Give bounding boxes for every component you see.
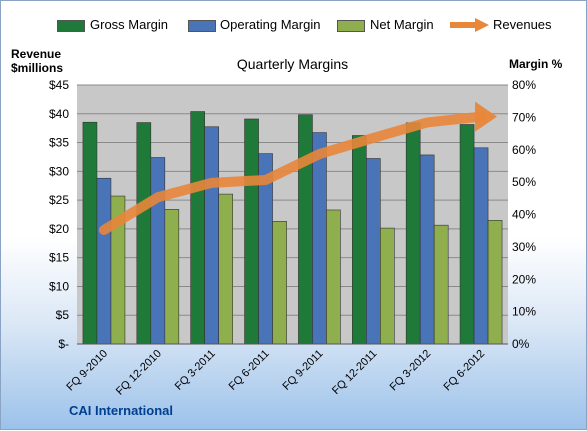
operating-margin-bar (419, 154, 435, 345)
net-margin-bar (326, 209, 341, 345)
gross-margin-bar (190, 111, 205, 345)
operating-margin-bar (96, 177, 112, 345)
gross-margin-bar (136, 122, 152, 345)
legend-arrow-revenues (450, 18, 489, 32)
left-tick-label: $45 (49, 78, 69, 92)
left-tick-label: $20 (49, 222, 69, 236)
legend-label-revenues: Revenues (493, 17, 552, 32)
legend-label-operating: Operating Margin (220, 17, 321, 32)
right-tick-label: 80% (512, 78, 536, 92)
left-axis-head: Revenue $millions (11, 47, 63, 75)
gross-margin-bar (244, 118, 259, 345)
category-label: FQ 9-2011 (280, 348, 325, 393)
legend: Gross Margin Operating Margin Net Margin… (1, 1, 587, 41)
legend-swatch-net (337, 20, 365, 32)
left-tick-label: $5 (56, 308, 70, 322)
category-label: FQ 9-2010 (64, 348, 110, 394)
left-tick-label: $25 (49, 193, 69, 207)
net-margin-bar (272, 220, 287, 345)
right-tick-label: 0% (512, 337, 530, 351)
gross-margin-bar (405, 122, 421, 345)
category-label: FQ 12-2011 (330, 348, 379, 397)
legend-label-gross: Gross Margin (90, 17, 169, 32)
revenues-arrowhead (475, 101, 498, 132)
right-tick-label: 60% (512, 143, 536, 157)
net-margin-bar (487, 220, 503, 345)
left-tick-label: $40 (49, 107, 69, 121)
left-tick-label: $15 (49, 251, 69, 265)
left-axis-head-line1: Revenue (11, 47, 62, 61)
net-margin-bar (433, 224, 449, 345)
net-margin-bar (218, 193, 233, 345)
category-label: FQ 6-2012 (442, 348, 488, 394)
gross-margin-bar (298, 114, 313, 345)
gross-margin-bar (459, 124, 475, 345)
operating-margin-bar (312, 132, 327, 345)
right-tick-label: 40% (512, 208, 536, 222)
left-axis-head-line2: $millions (11, 61, 64, 75)
legend-label-net: Net Margin (370, 17, 434, 32)
right-tick-label: 20% (512, 272, 536, 286)
category-label: FQ 6-2011 (227, 348, 272, 393)
category-label: FQ 3-2012 (388, 348, 434, 394)
chart-title: Quarterly Margins (237, 56, 348, 72)
left-tick-label: $10 (49, 279, 69, 293)
legend-swatch-operating (188, 20, 216, 32)
category-label: FQ 12-2010 (114, 348, 164, 398)
legend-swatch-gross (57, 20, 85, 32)
company-name: CAI International (69, 403, 174, 418)
right-tick-label: 30% (512, 240, 536, 254)
right-tick-label: 10% (512, 305, 536, 319)
operating-margin-bar (204, 126, 219, 345)
left-tick-label: $30 (49, 164, 69, 178)
revenues-line (98, 111, 487, 236)
gross-margin-bar (82, 121, 98, 345)
right-tick-label: 70% (512, 110, 536, 124)
operating-margin-bar (366, 158, 381, 345)
gross-margin-bar (352, 135, 367, 345)
operating-margin-bar (473, 147, 489, 345)
category-label: FQ 3-2011 (173, 348, 218, 393)
operating-margin-bar (150, 157, 166, 345)
right-axis-head: Margin % (509, 57, 563, 71)
left-tick-label: $- (58, 337, 69, 351)
left-tick-label: $35 (49, 136, 69, 150)
net-margin-bar (380, 227, 395, 345)
right-tick-label: 50% (512, 175, 536, 189)
net-margin-bar (164, 209, 180, 345)
